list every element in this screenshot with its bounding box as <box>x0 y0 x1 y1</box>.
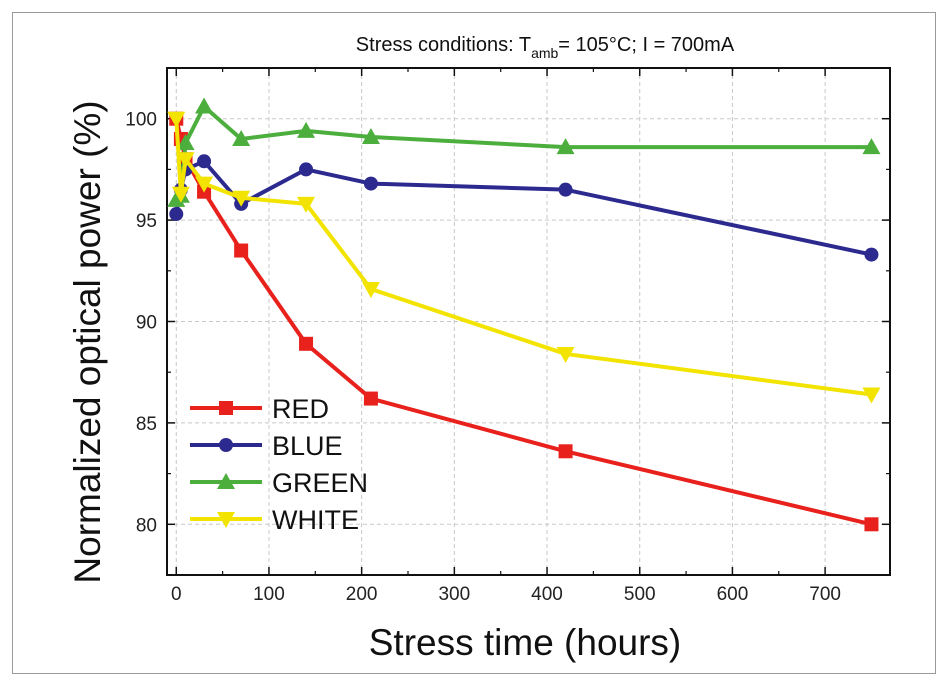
data-point-green <box>232 129 251 146</box>
x-tick-label: 400 <box>531 584 563 605</box>
data-point-white <box>297 196 316 213</box>
data-point-white <box>232 190 251 207</box>
series-line-green <box>174 104 872 202</box>
data-point-red <box>558 444 573 459</box>
legend-marker <box>219 401 233 415</box>
legend-label: RED <box>272 394 329 424</box>
x-tick-label: 500 <box>624 584 656 605</box>
y-tick-label: 95 <box>136 211 157 232</box>
y-tick-label: 80 <box>136 515 157 536</box>
y-tick-label: 90 <box>136 313 157 334</box>
legend-item-red: RED <box>190 394 329 424</box>
legend-item-blue: BLUE <box>190 431 343 461</box>
x-axis-label: Stress time (hours) <box>369 622 682 663</box>
x-tick-label: 700 <box>809 584 841 605</box>
x-tick-label: 0 <box>171 584 182 605</box>
legend-marker <box>217 473 235 489</box>
data-point-blue <box>299 162 314 177</box>
data-point-white <box>556 346 575 363</box>
series-green <box>167 97 881 207</box>
data-point-blue <box>363 176 378 191</box>
data-point-blue <box>169 207 184 222</box>
data-point-white <box>862 387 881 404</box>
data-point-white <box>176 152 195 169</box>
legend-label: WHITE <box>272 505 359 535</box>
data-point-red <box>299 336 314 351</box>
legend-label: BLUE <box>272 431 343 461</box>
series-line-white <box>174 118 872 397</box>
x-tick-label: 300 <box>438 584 470 605</box>
data-point-green <box>556 138 575 155</box>
legend: RED BLUE GREEN WHITE <box>190 394 368 535</box>
data-point-red <box>864 517 879 532</box>
y-axis-label: Normalized optical power (%) <box>67 100 108 583</box>
series-group <box>167 97 881 532</box>
data-point-red <box>234 243 249 258</box>
x-tick-label: 100 <box>253 584 285 605</box>
legend-label: GREEN <box>272 468 368 498</box>
legend-item-green: GREEN <box>190 468 368 498</box>
y-tick-label: 85 <box>136 414 157 435</box>
data-point-blue <box>558 182 573 197</box>
data-point-white <box>167 111 186 128</box>
data-point-green <box>176 134 195 151</box>
data-point-green <box>195 97 214 114</box>
data-point-blue <box>864 247 879 262</box>
data-point-green <box>361 127 380 144</box>
x-tick-label: 200 <box>346 584 378 605</box>
data-point-red <box>363 391 378 406</box>
y-tick-label: 100 <box>125 110 157 131</box>
data-point-white <box>361 282 380 299</box>
legend-marker <box>219 438 233 452</box>
series-line-blue <box>174 159 872 257</box>
legend-item-white: WHITE <box>190 505 359 535</box>
chart-title: Stress conditions: Tamb= 105°C; I = 700m… <box>356 34 735 61</box>
axis-ticks: 0 100 200 300 400 500 600 700 80 85 90 95 100 <box>125 67 890 605</box>
data-point-white <box>195 176 214 193</box>
data-point-green <box>862 138 881 155</box>
data-point-blue <box>197 154 212 169</box>
series-blue <box>169 154 879 262</box>
legend-marker <box>217 512 235 528</box>
x-tick-label: 600 <box>717 584 749 605</box>
data-point-green <box>297 121 316 138</box>
series-white <box>167 111 881 404</box>
data-point-white <box>171 186 190 203</box>
